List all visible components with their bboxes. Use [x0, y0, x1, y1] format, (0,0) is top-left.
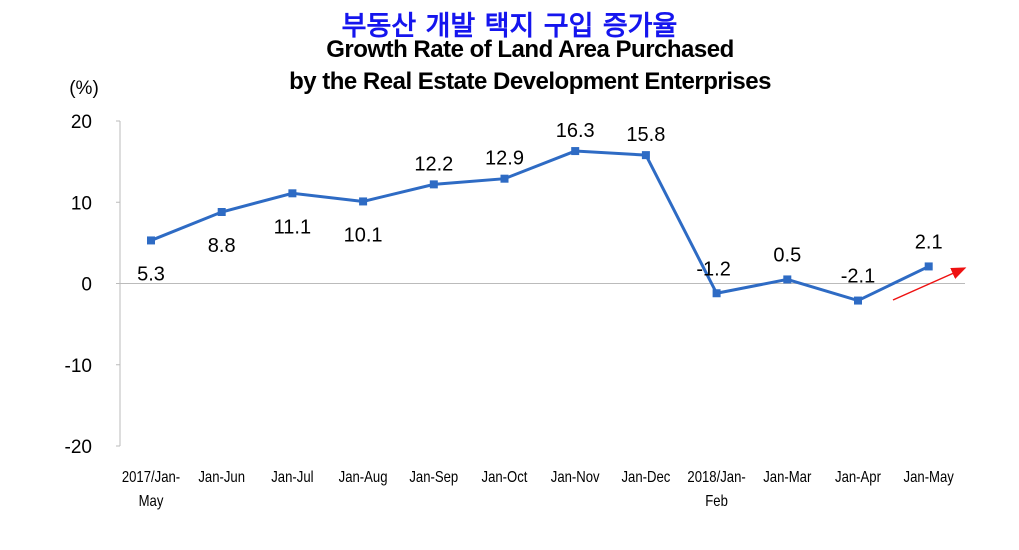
x-tick-label: Jan-Mar	[763, 469, 811, 486]
data-point	[217, 208, 226, 216]
data-label: 12.9	[485, 148, 524, 170]
korean-title: 부동산 개발 택지 구입 증가율	[341, 11, 678, 42]
y-tick-label: 10	[71, 193, 92, 214]
x-tick-label: Jan-Dec	[621, 469, 670, 486]
x-tick-label: Jan-Oct	[482, 469, 528, 486]
y-tick-label: -10	[65, 356, 92, 377]
data-label: 11.1	[274, 216, 311, 238]
data-label: 12.2	[414, 153, 453, 175]
y-tick-label: -20	[65, 437, 92, 458]
data-label: 16.3	[556, 120, 595, 142]
data-point	[571, 147, 580, 156]
x-tick-label: Feb	[705, 493, 728, 510]
x-tick-label: Jan-May	[904, 469, 955, 486]
data-label: 10.1	[344, 224, 383, 246]
data-point	[288, 189, 297, 198]
x-tick-label: May	[139, 493, 164, 510]
data-point	[712, 289, 721, 298]
x-tick-label: 2018/Jan-	[687, 469, 745, 486]
chart-title: Growth Rate of Land Area Purchased	[326, 36, 734, 63]
chart-subtitle: by the Real Estate Development Enterpris…	[289, 68, 771, 95]
red-arrow-annotation	[892, 267, 967, 301]
x-tick-label: Jan-Apr	[835, 469, 881, 486]
data-label: 2.1	[915, 231, 943, 253]
series-line	[150, 149, 930, 303]
y-axis-label: (%)	[69, 78, 99, 99]
data-point	[147, 236, 155, 245]
x-tick-label: Jan-Nov	[551, 469, 600, 486]
data-point	[359, 197, 368, 206]
x-tick-label: Jan-Sep	[409, 469, 458, 486]
data-label: 15.8	[626, 124, 665, 146]
data-label: -2.1	[841, 266, 875, 288]
x-tick-label: Jan-Jun	[198, 469, 245, 486]
x-tick-label: Jan-Aug	[339, 469, 388, 486]
data-point	[429, 180, 438, 189]
x-tick-label: 2017/Jan-	[122, 469, 180, 486]
data-point	[854, 296, 862, 305]
data-label: -1.2	[696, 258, 730, 280]
data-label: 8.8	[208, 235, 236, 257]
y-tick-label: 0	[81, 275, 92, 296]
data-point	[641, 151, 650, 160]
y-tick-label: 20	[71, 112, 92, 133]
data-point	[924, 262, 933, 271]
x-tick-label: Jan-Jul	[271, 469, 313, 486]
data-point	[783, 275, 792, 284]
data-label: 0.5	[773, 244, 801, 266]
data-label: 5.3	[137, 263, 165, 285]
data-point	[500, 174, 509, 183]
